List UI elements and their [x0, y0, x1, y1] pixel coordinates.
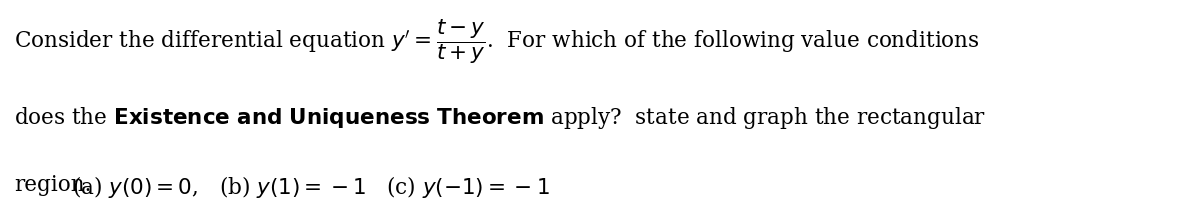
Text: Consider the differential equation $y' = \dfrac{t-y}{t+y}$.  For which of the fo: Consider the differential equation $y' =… — [14, 17, 980, 66]
Text: (a) $y(0) = 0$,   (b) $y(1) = -1$   (c) $y(-1) = -1$: (a) $y(0) = 0$, (b) $y(1) = -1$ (c) $y(-… — [72, 174, 550, 200]
Text: does the $\mathbf{Existence\ and\ Uniqueness\ Theorem}$ apply?  state and graph : does the $\mathbf{Existence\ and\ Unique… — [14, 105, 986, 131]
Text: region.: region. — [14, 174, 91, 196]
